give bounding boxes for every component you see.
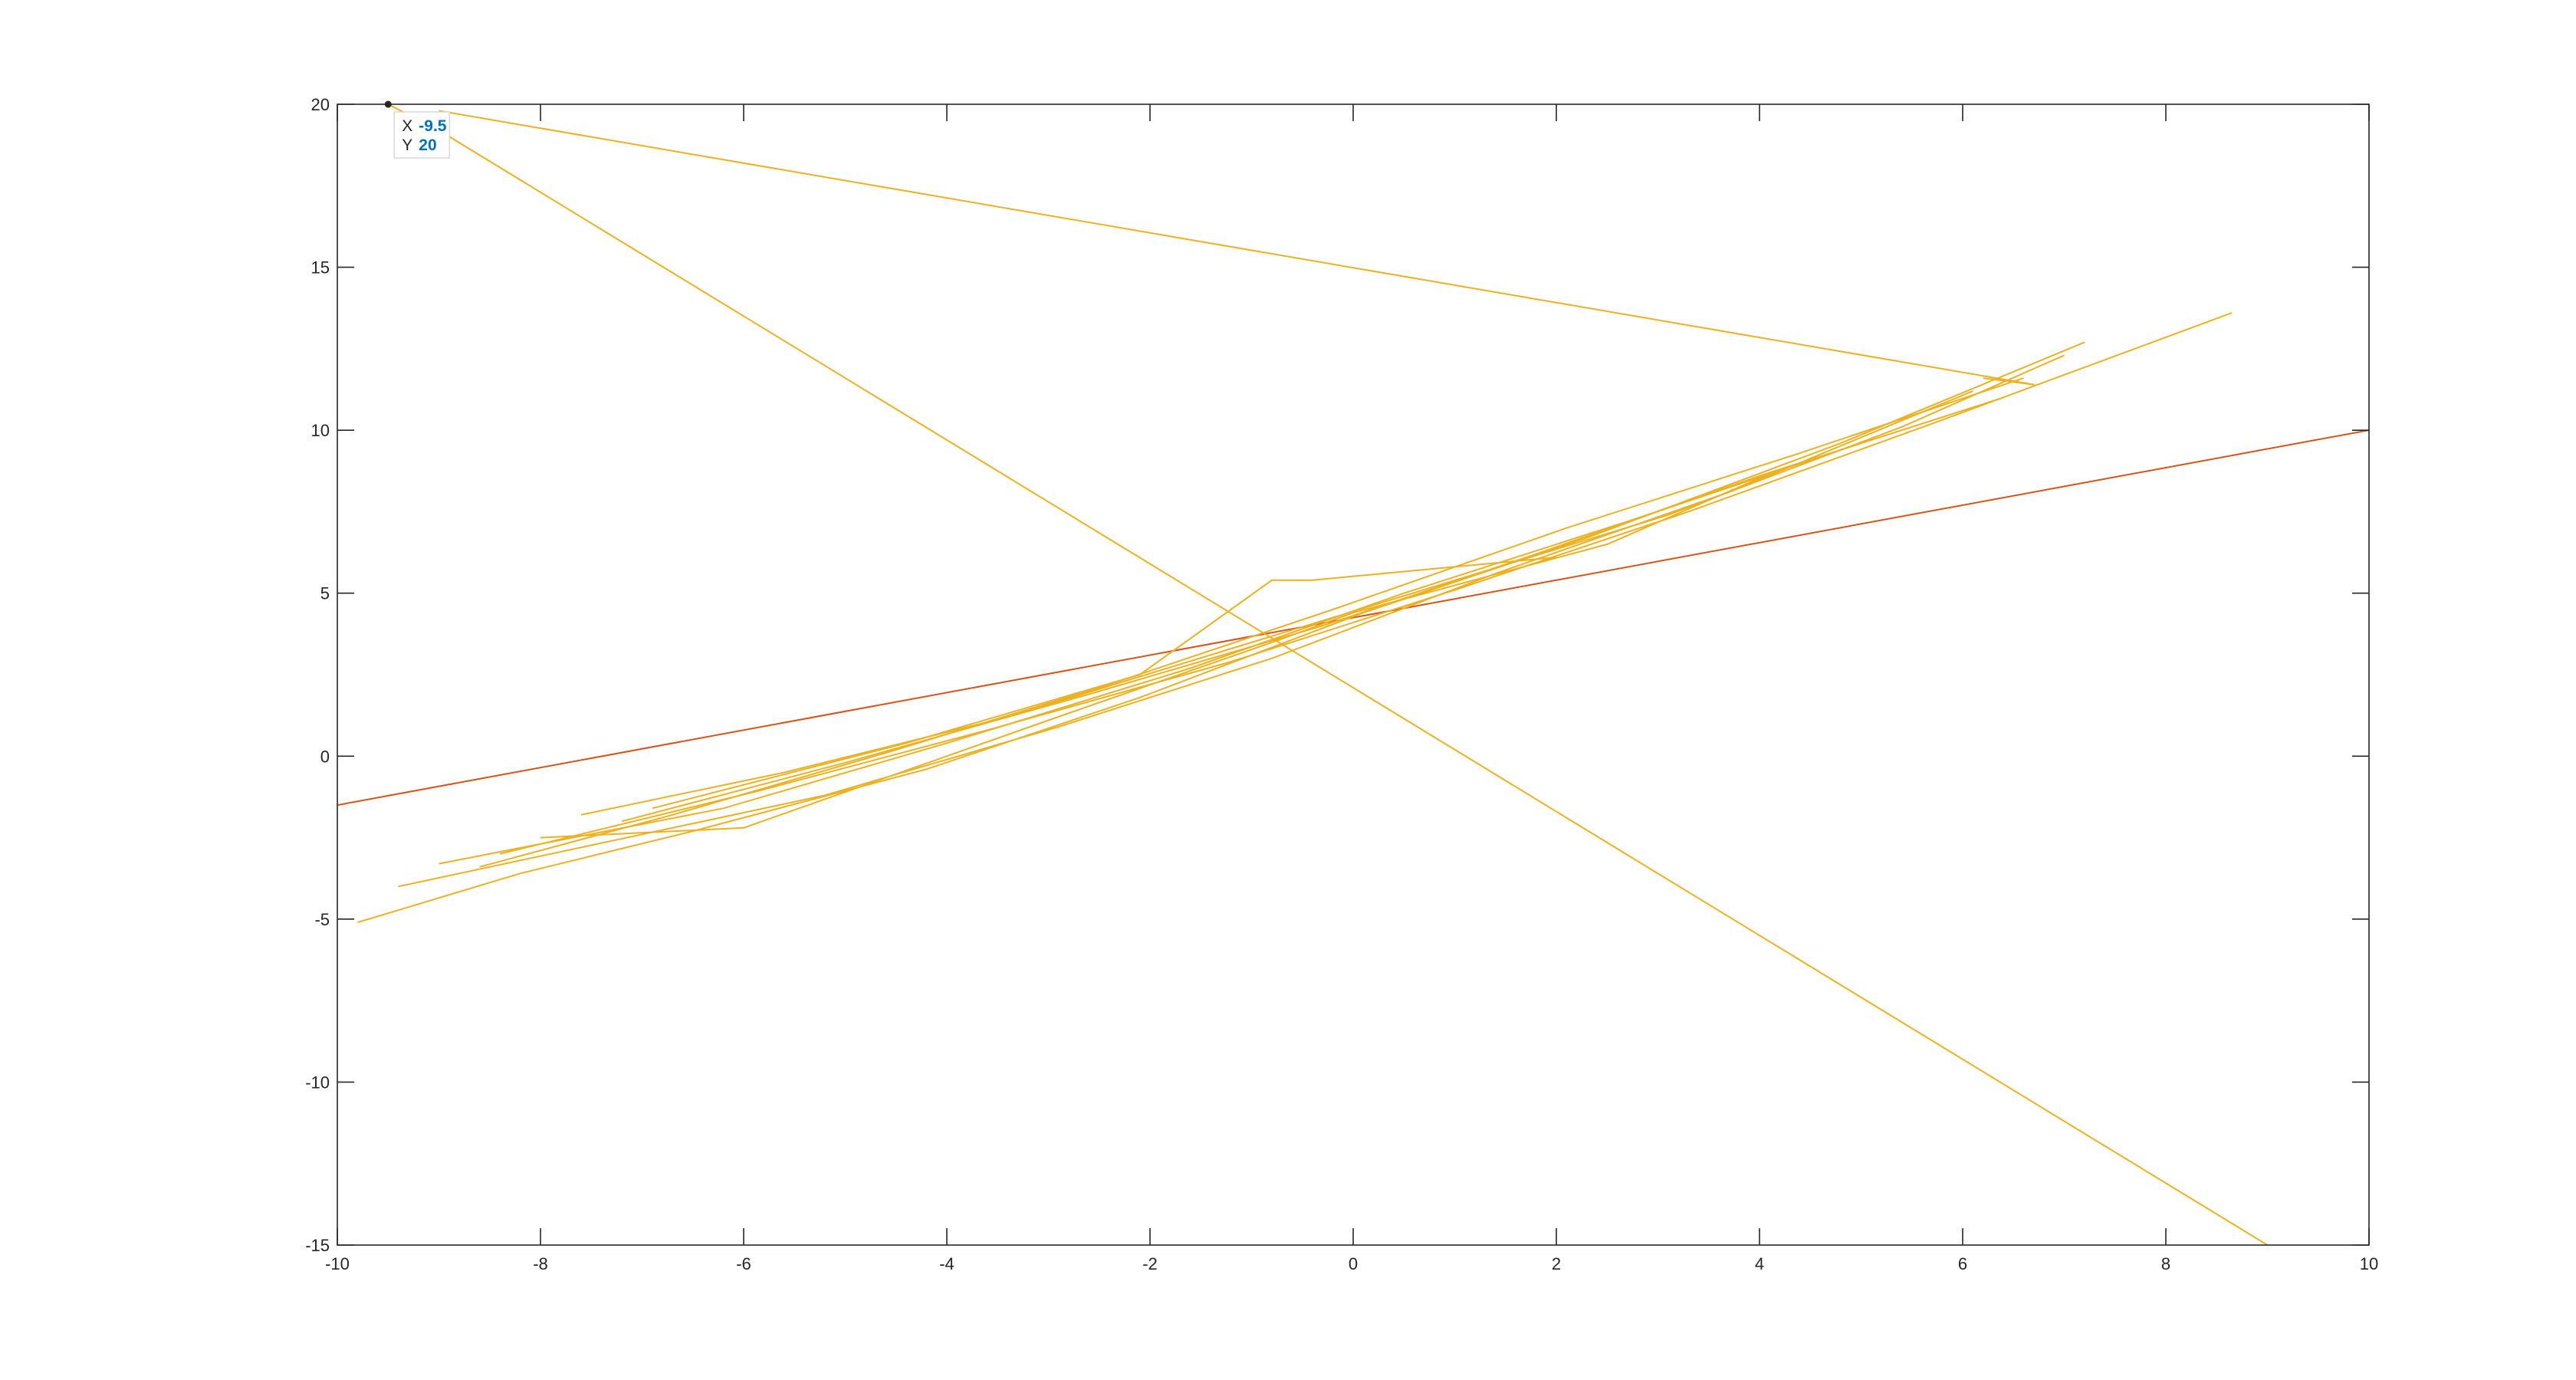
series-line-4 xyxy=(357,341,2085,924)
x-tick-label: -10 xyxy=(325,1254,350,1273)
y-tick-label: -10 xyxy=(305,1073,330,1092)
series-layer xyxy=(337,104,2369,1245)
x-tick-label: 10 xyxy=(2360,1254,2378,1273)
datatip-y-line: Y 20 xyxy=(402,136,436,154)
axes-layer xyxy=(337,104,2370,1246)
series-line-3 xyxy=(439,110,2035,386)
datatip-x-label: X xyxy=(402,117,412,135)
series-line-5 xyxy=(398,390,1973,888)
datatip-box xyxy=(393,111,450,159)
x-tick-label: 6 xyxy=(1958,1254,1967,1273)
y-tick-label: 0 xyxy=(320,747,330,766)
x-tick-label: 2 xyxy=(1552,1254,1561,1273)
datatip-x-value: -9.5 xyxy=(419,117,447,135)
series-line-11 xyxy=(499,312,2233,855)
series-line-6 xyxy=(479,377,2024,868)
x-tick-label: 4 xyxy=(1755,1254,1764,1273)
series-line-2 xyxy=(387,104,2269,1245)
y-tick-label: 5 xyxy=(320,584,330,603)
y-tick-label: -5 xyxy=(314,910,330,929)
series-line-12 xyxy=(621,396,2004,823)
datatip-y-label: Y xyxy=(402,136,412,154)
series-line-1 xyxy=(337,429,2369,807)
datatip-marker[interactable] xyxy=(384,100,392,108)
x-tick-label: 8 xyxy=(2161,1254,2170,1273)
x-tick-label: -6 xyxy=(736,1254,751,1273)
datatip-y-value: 20 xyxy=(419,136,436,154)
y-tick-label: 15 xyxy=(311,258,330,278)
series-line-9 xyxy=(540,468,1780,839)
x-tick-label: -8 xyxy=(533,1254,548,1273)
x-tick-label: -2 xyxy=(1142,1254,1158,1273)
y-tick-label: 10 xyxy=(311,421,330,440)
axes-box xyxy=(337,104,2370,1246)
x-tick-label: 0 xyxy=(1349,1254,1358,1273)
x-tick-label: -4 xyxy=(939,1254,955,1273)
datatip[interactable]: X -9.5 Y 20 xyxy=(384,100,450,159)
datatip-x-line: X -9.5 xyxy=(402,117,447,135)
y-tick-label: -15 xyxy=(305,1236,330,1255)
y-tick-label: 20 xyxy=(311,95,330,114)
series-line-7 xyxy=(580,354,2065,816)
series-line-10 xyxy=(652,556,1557,810)
